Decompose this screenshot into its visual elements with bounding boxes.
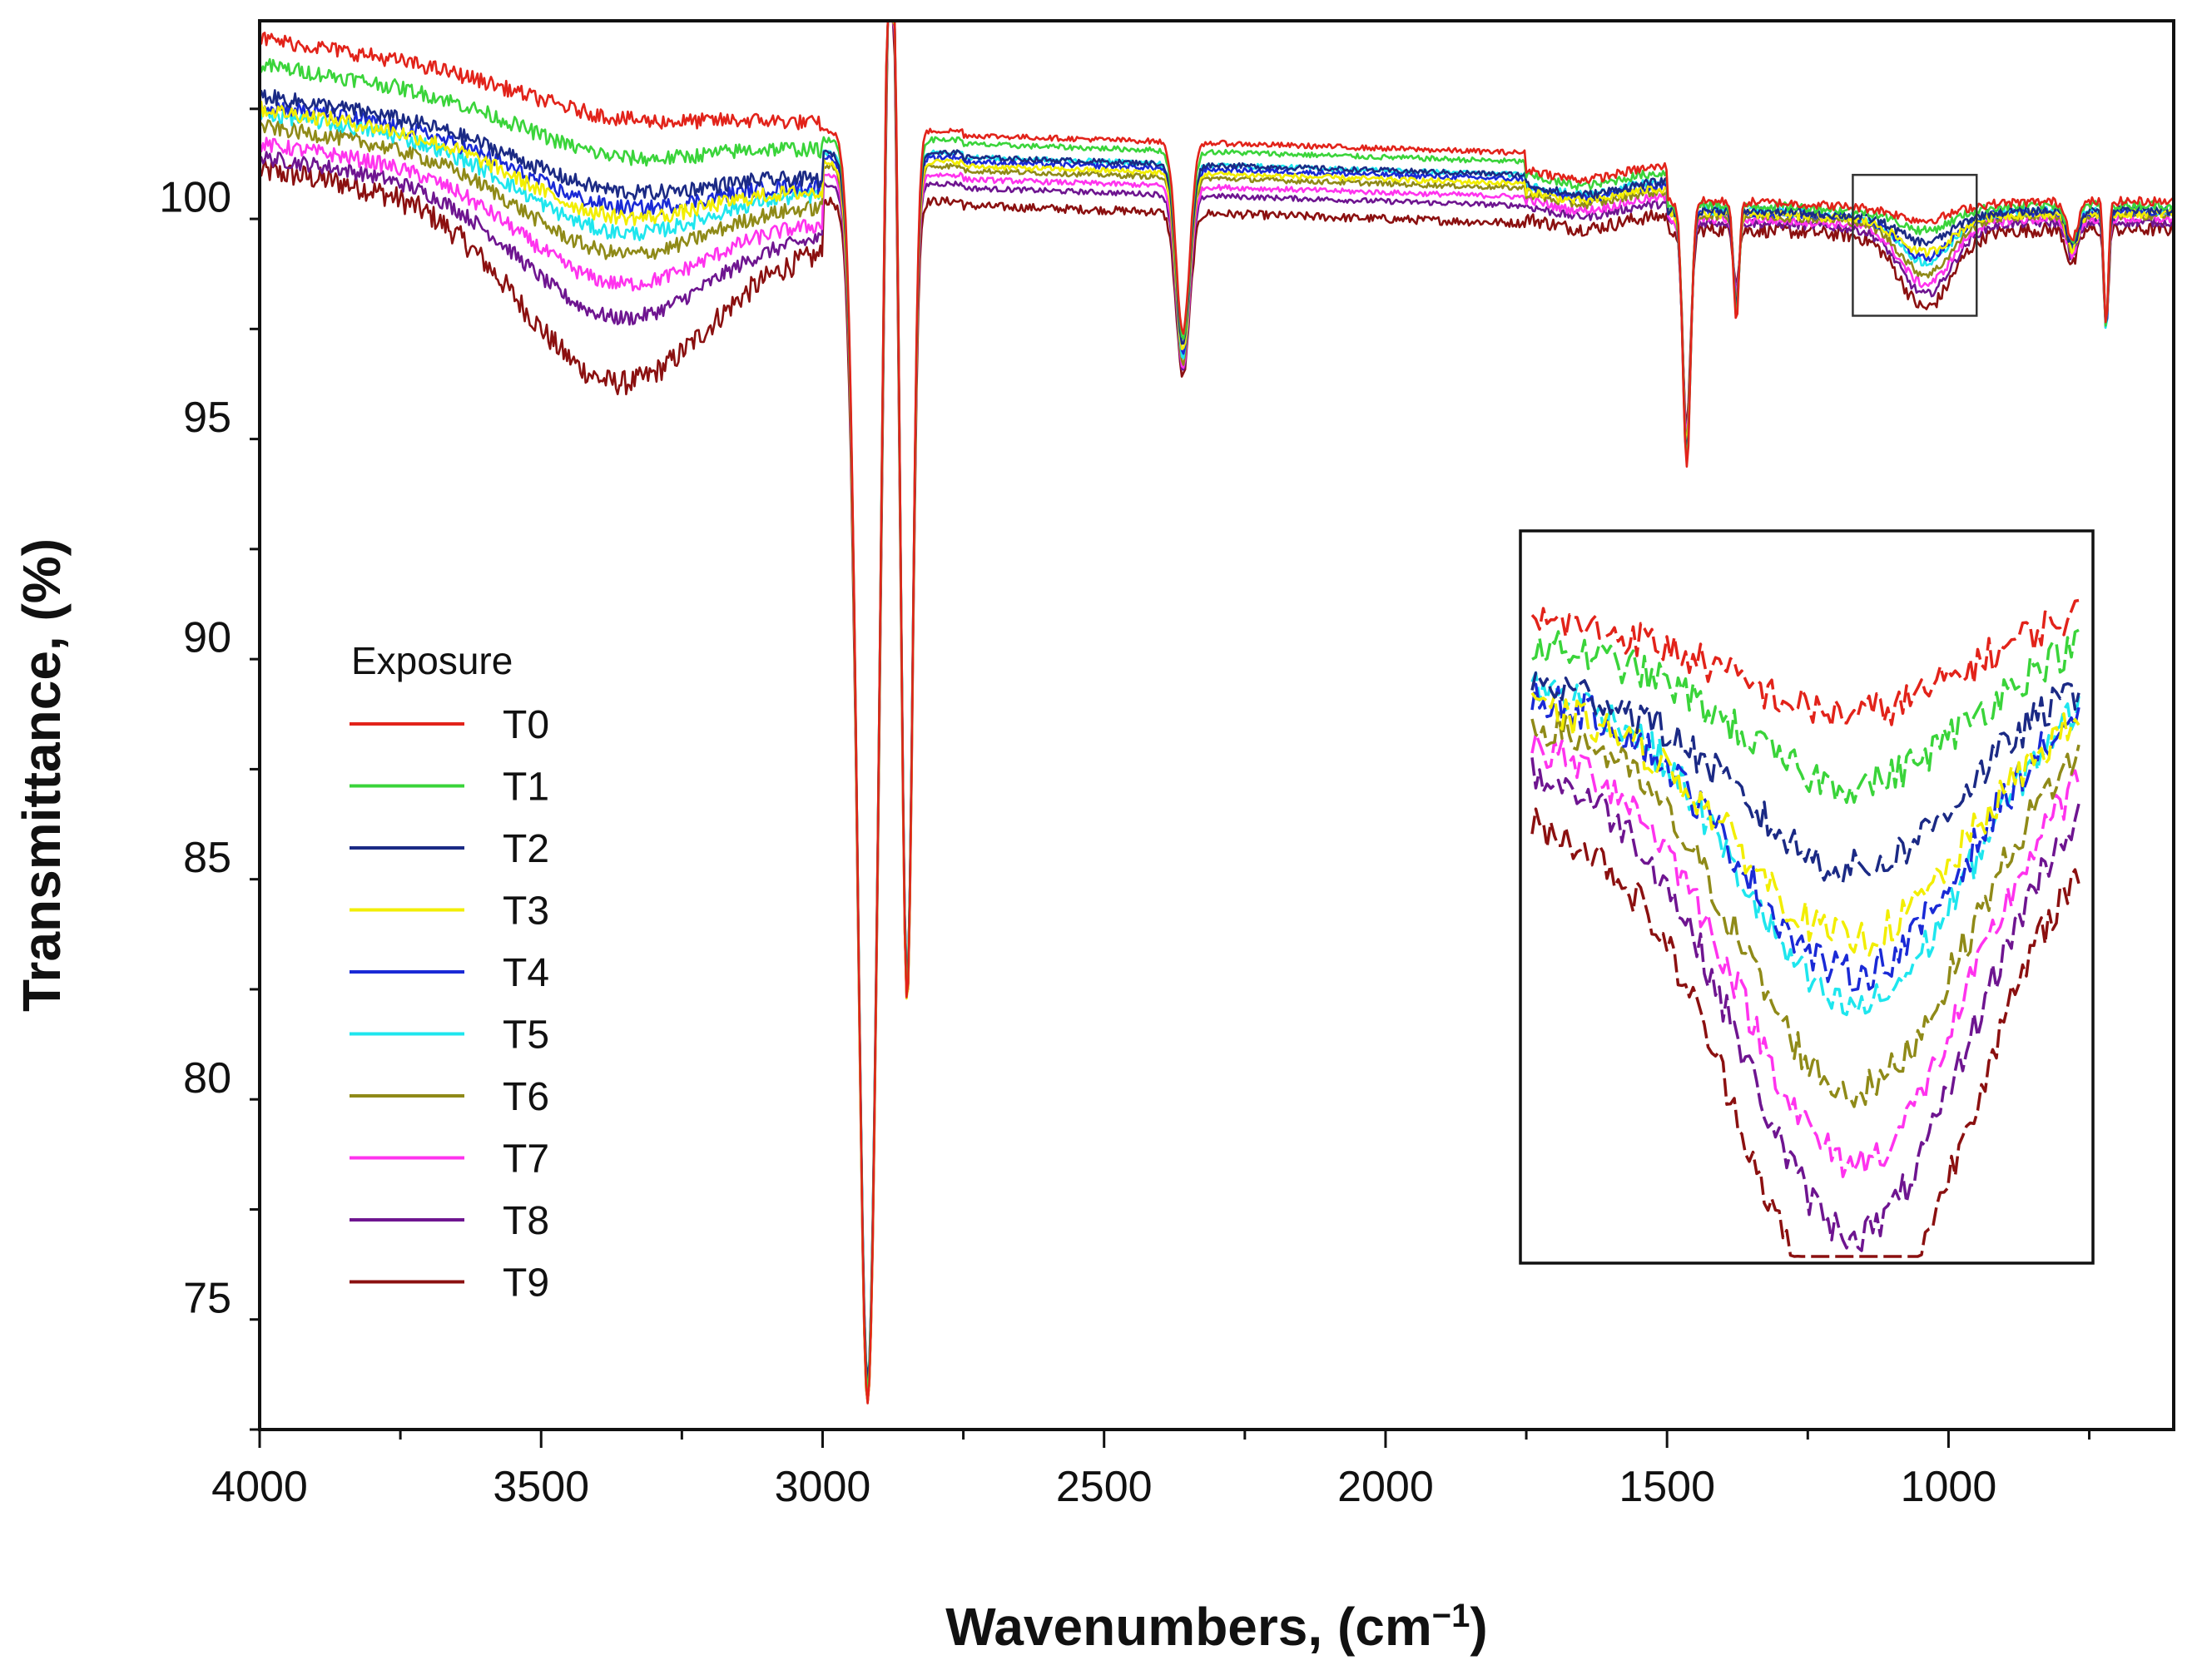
- axes-layer: 75 80 85 90 95 100 4000 3500 3000 2500 2000 1500 100…: [159, 19, 2175, 1511]
- y-axis-title: Transmittance, (%): [12, 538, 72, 1012]
- x-tick-label: 2000: [1337, 1463, 1434, 1511]
- x-axis-title: Wavenumbers, (cm−1): [945, 1597, 1487, 1657]
- x-tick-label: 2500: [1056, 1463, 1153, 1511]
- legend-label-t5: T5: [503, 1013, 549, 1058]
- y-tick-label: 95: [183, 394, 231, 442]
- inset-line-t3: [1530, 691, 2080, 957]
- series-line-t8: [258, 19, 2175, 1382]
- plot-frame: [258, 19, 2175, 1431]
- y-tick-label: 100: [159, 174, 231, 222]
- series-line-t0: [259, 19, 2175, 1405]
- inset-line-t4: [1530, 682, 2080, 993]
- inset-line-t9: [1530, 807, 2080, 1258]
- legend-label-t4: T4: [503, 951, 549, 995]
- inset-line-t0: [1530, 598, 2080, 728]
- inset-line-t6: [1530, 711, 2080, 1108]
- x-tick-label: 3000: [775, 1463, 871, 1511]
- legend-label-t8: T8: [503, 1199, 549, 1243]
- legend-label-t7: T7: [503, 1137, 549, 1182]
- series-line-t6: [259, 19, 2174, 1404]
- legend-label-t6: T6: [503, 1075, 549, 1119]
- y-tick-label: 80: [183, 1054, 231, 1103]
- legend-label-t2: T2: [503, 827, 549, 871]
- legend-label-t9: T9: [503, 1261, 549, 1306]
- x-tick-label: 1000: [1901, 1463, 1997, 1511]
- y-tick-label: 75: [183, 1274, 231, 1322]
- inset-line-t7: [1530, 732, 2080, 1178]
- inset-line-t8: [1530, 757, 2080, 1252]
- axis-labels: Wavenumbers, (cm−1) Transmittance, (%): [12, 538, 1488, 1657]
- series-line-t2: [258, 19, 2175, 1380]
- x-tick-label: 4000: [211, 1463, 308, 1511]
- inset-line-t2: [1530, 671, 2080, 884]
- inset-layer: [1519, 173, 2095, 1265]
- series-line-t9: [258, 19, 2175, 1404]
- legend-title: Exposure: [351, 639, 513, 682]
- inset-line-t1: [1531, 628, 2080, 805]
- x-tick-label: 1500: [1619, 1463, 1715, 1511]
- x-tick-label: 3500: [493, 1463, 589, 1511]
- y-tick-label: 85: [183, 834, 231, 882]
- legend: Exposure T0 T1 T2 T3 T4 T5 T6 T7 T8 T9: [350, 639, 549, 1306]
- inset-line-t5: [1530, 671, 2080, 1017]
- legend-label-t0: T0: [503, 703, 549, 747]
- zoom-region-box: [1852, 173, 1978, 317]
- y-tick-label: 90: [183, 614, 231, 662]
- legend-label-t1: T1: [503, 766, 549, 810]
- series-layer: [258, 19, 2175, 1405]
- legend-label-t3: T3: [503, 890, 549, 934]
- series-line-t1: [258, 19, 2175, 1395]
